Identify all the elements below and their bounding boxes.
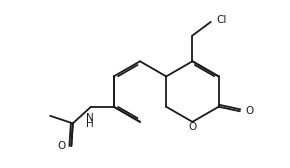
Text: Cl: Cl xyxy=(216,15,226,25)
Text: O: O xyxy=(188,122,197,132)
Text: H: H xyxy=(86,119,93,129)
Text: O: O xyxy=(58,141,66,151)
Text: O: O xyxy=(245,106,253,116)
Text: N: N xyxy=(86,113,93,123)
